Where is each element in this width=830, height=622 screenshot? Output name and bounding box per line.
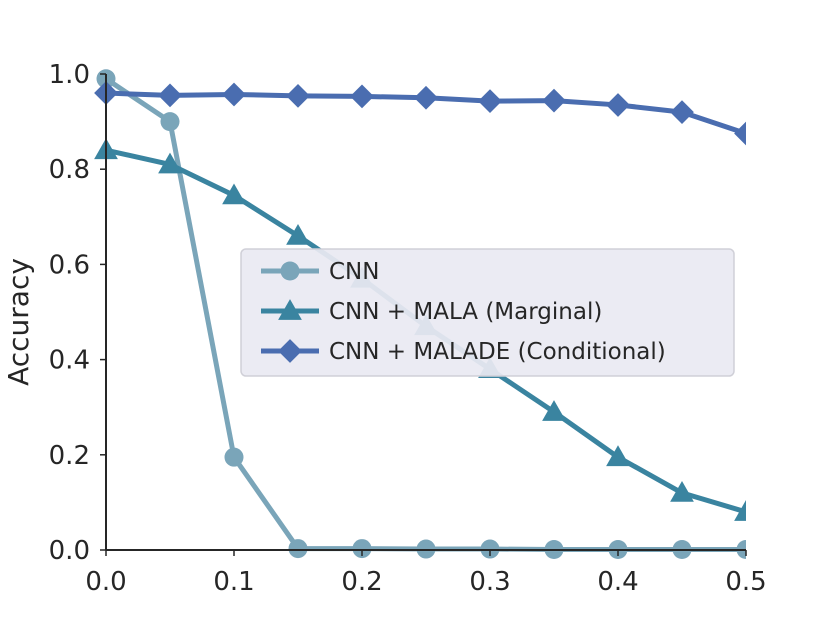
legend-label: CNN + MALADE (Conditional) <box>329 339 666 365</box>
legend-label: CNN + MALA (Marginal) <box>329 299 602 325</box>
x-tick-label: 0.4 <box>597 567 638 597</box>
x-tick-label: 0.1 <box>213 567 254 597</box>
data-point-cnn <box>288 539 308 559</box>
x-tick-label: 0.0 <box>85 567 126 597</box>
legend-box <box>240 248 735 377</box>
data-point-cnn-mala-marginal <box>222 183 246 205</box>
legend-swatch-marker <box>280 261 300 281</box>
data-point-cnn-malade-conditional <box>670 100 694 124</box>
legend-swatch-marker <box>278 299 302 320</box>
data-point-cnn-malade-conditional <box>350 84 374 109</box>
legend-label: CNN <box>329 259 379 285</box>
data-point-cnn-malade-conditional <box>222 82 246 107</box>
data-point-cnn-mala-marginal <box>670 481 694 502</box>
data-point-cnn-malade-conditional <box>414 85 438 110</box>
data-point-cnn-mala-marginal <box>606 445 630 467</box>
y-tick-label: 0.6 <box>49 250 90 280</box>
data-point-cnn-mala-marginal <box>286 223 310 245</box>
y-tick-label: 1.0 <box>49 60 90 90</box>
x-tick-label: 0.5 <box>725 567 766 597</box>
x-tick-label: 0.2 <box>341 567 382 597</box>
data-point-cnn-mala-marginal <box>734 500 746 521</box>
data-point-cnn-malade-conditional <box>286 84 310 108</box>
data-point-cnn-mala-marginal <box>158 152 182 174</box>
y-tick-label: 0.0 <box>49 536 90 566</box>
y-tick-label: 0.8 <box>49 155 90 185</box>
data-point-cnn <box>160 112 180 132</box>
data-point-cnn <box>352 539 372 559</box>
y-tick-label: 0.4 <box>49 346 90 376</box>
x-tick-label: 0.3 <box>469 567 510 597</box>
y-tick-label: 0.2 <box>49 441 90 471</box>
legend-entry-cnn-malade-conditional: CNN + MALADE (Conditional) <box>261 339 666 365</box>
data-point-cnn <box>224 447 244 467</box>
axes-layer <box>105 74 746 551</box>
ticks-layer: 0.0 0.1 0.2 0.3 0.4 0.5 0.0 0.2 0.4 0.6 0.8 1.0 <box>49 60 767 597</box>
legend-swatch-marker <box>278 339 302 363</box>
data-point-cnn-malade-conditional <box>734 121 746 146</box>
legend-entry-cnn-mala-marginal: CNN + MALA (Marginal) <box>261 299 602 325</box>
data-point-cnn-malade-conditional <box>478 89 502 114</box>
data-point-cnn-mala-marginal <box>542 400 566 421</box>
series-cnn-malade-conditional <box>94 81 746 146</box>
legend-entry-cnn: CNN <box>261 259 379 285</box>
data-point-cnn-malade-conditional <box>158 83 182 108</box>
legend: CNN CNN + MALA (Marginal) CNN + MALADE (Co… <box>240 248 735 377</box>
data-point-cnn-malade-conditional <box>542 88 566 113</box>
data-point-cnn-malade-conditional <box>606 93 630 117</box>
y-axis-title: Accuracy <box>2 258 35 386</box>
